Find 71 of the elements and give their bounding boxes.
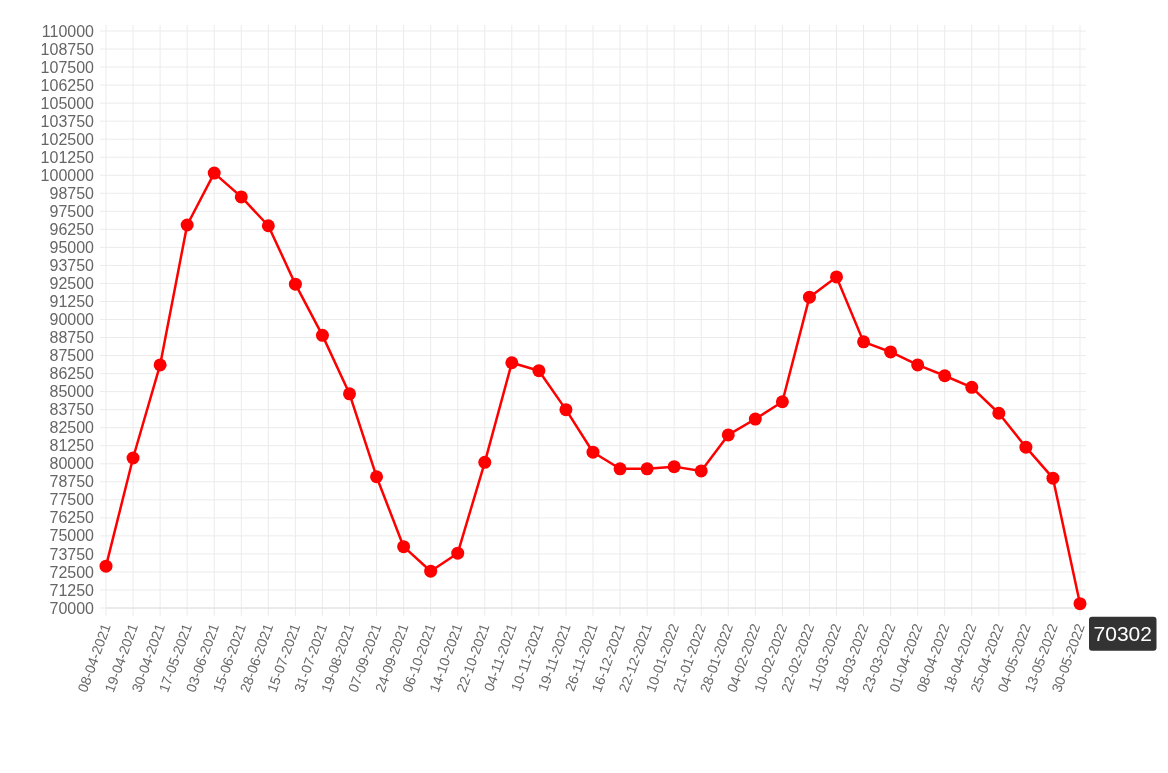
- point: [965, 380, 979, 394]
- y-tick-label: 77500: [49, 491, 95, 509]
- y-tick-label: 92500: [49, 275, 95, 293]
- point: [721, 428, 735, 442]
- point: [586, 445, 600, 459]
- y-tick-label: 102500: [40, 130, 95, 148]
- point: [234, 190, 248, 204]
- point: [884, 345, 898, 359]
- point: [478, 455, 492, 469]
- y-tick-label: 93750: [49, 257, 95, 275]
- point: [1073, 597, 1087, 611]
- y-tick-label: 73750: [49, 545, 95, 563]
- y-tick-label: 105000: [40, 94, 95, 112]
- y-tick-label: 96250: [49, 220, 95, 238]
- point: [99, 559, 113, 573]
- point: [613, 462, 627, 476]
- point: [1019, 440, 1033, 454]
- point: [667, 460, 681, 474]
- y-tick-label: 98750: [49, 184, 95, 202]
- point: [830, 270, 843, 284]
- point: [451, 546, 465, 560]
- point: [559, 403, 573, 417]
- point: [857, 335, 871, 349]
- point: [126, 451, 140, 465]
- y-tick-label: 86250: [49, 365, 95, 383]
- point: [207, 166, 221, 180]
- y-tick-label: 106250: [40, 76, 95, 94]
- y-tick-label: 103750: [40, 112, 95, 130]
- y-tick-label: 90000: [49, 311, 95, 329]
- y-tick-label: 95000: [49, 238, 95, 256]
- point: [992, 406, 1006, 420]
- point: [938, 369, 952, 383]
- point: [505, 356, 519, 370]
- point: [775, 395, 789, 409]
- y-tick-label: 75000: [49, 527, 95, 545]
- point: [640, 462, 654, 476]
- annotation: 70302: [1093, 621, 1152, 645]
- y-tick-label: 83750: [49, 401, 95, 419]
- y-tick-label: 71250: [49, 581, 95, 599]
- point: [397, 540, 411, 554]
- point: [911, 358, 925, 372]
- point: [180, 218, 194, 232]
- point: [315, 328, 329, 342]
- y-tick-label: 97500: [49, 202, 95, 220]
- point: [370, 470, 384, 484]
- point: [153, 358, 167, 372]
- y-tick-label: 72500: [49, 563, 95, 581]
- point: [261, 219, 275, 233]
- point: [343, 387, 356, 401]
- y-tick-label: 85000: [49, 383, 95, 401]
- y-tick-label: 82500: [49, 419, 95, 437]
- y-tick-label: 107500: [40, 58, 95, 76]
- y-tick-label: 108750: [40, 40, 95, 58]
- y-tick-label: 78750: [49, 473, 95, 491]
- point: [424, 564, 438, 578]
- point: [532, 364, 546, 378]
- y-tick-label: 101250: [40, 148, 95, 166]
- y-tick-label: 70000: [49, 599, 95, 617]
- point: [288, 277, 302, 291]
- y-tick-label: 110000: [41, 22, 95, 40]
- point: [748, 412, 762, 426]
- y-tick-label: 88750: [49, 329, 95, 347]
- point: [802, 290, 816, 304]
- y-tick-label: 91250: [49, 293, 95, 311]
- y-tick-label: 100000: [40, 166, 95, 184]
- y-tick-label: 81250: [49, 437, 95, 455]
- y-tick-label: 87500: [49, 347, 95, 365]
- point: [1046, 471, 1060, 485]
- y-tick-label: 76250: [49, 509, 95, 527]
- y-tick-label: 80000: [49, 455, 95, 473]
- point: [694, 464, 708, 478]
